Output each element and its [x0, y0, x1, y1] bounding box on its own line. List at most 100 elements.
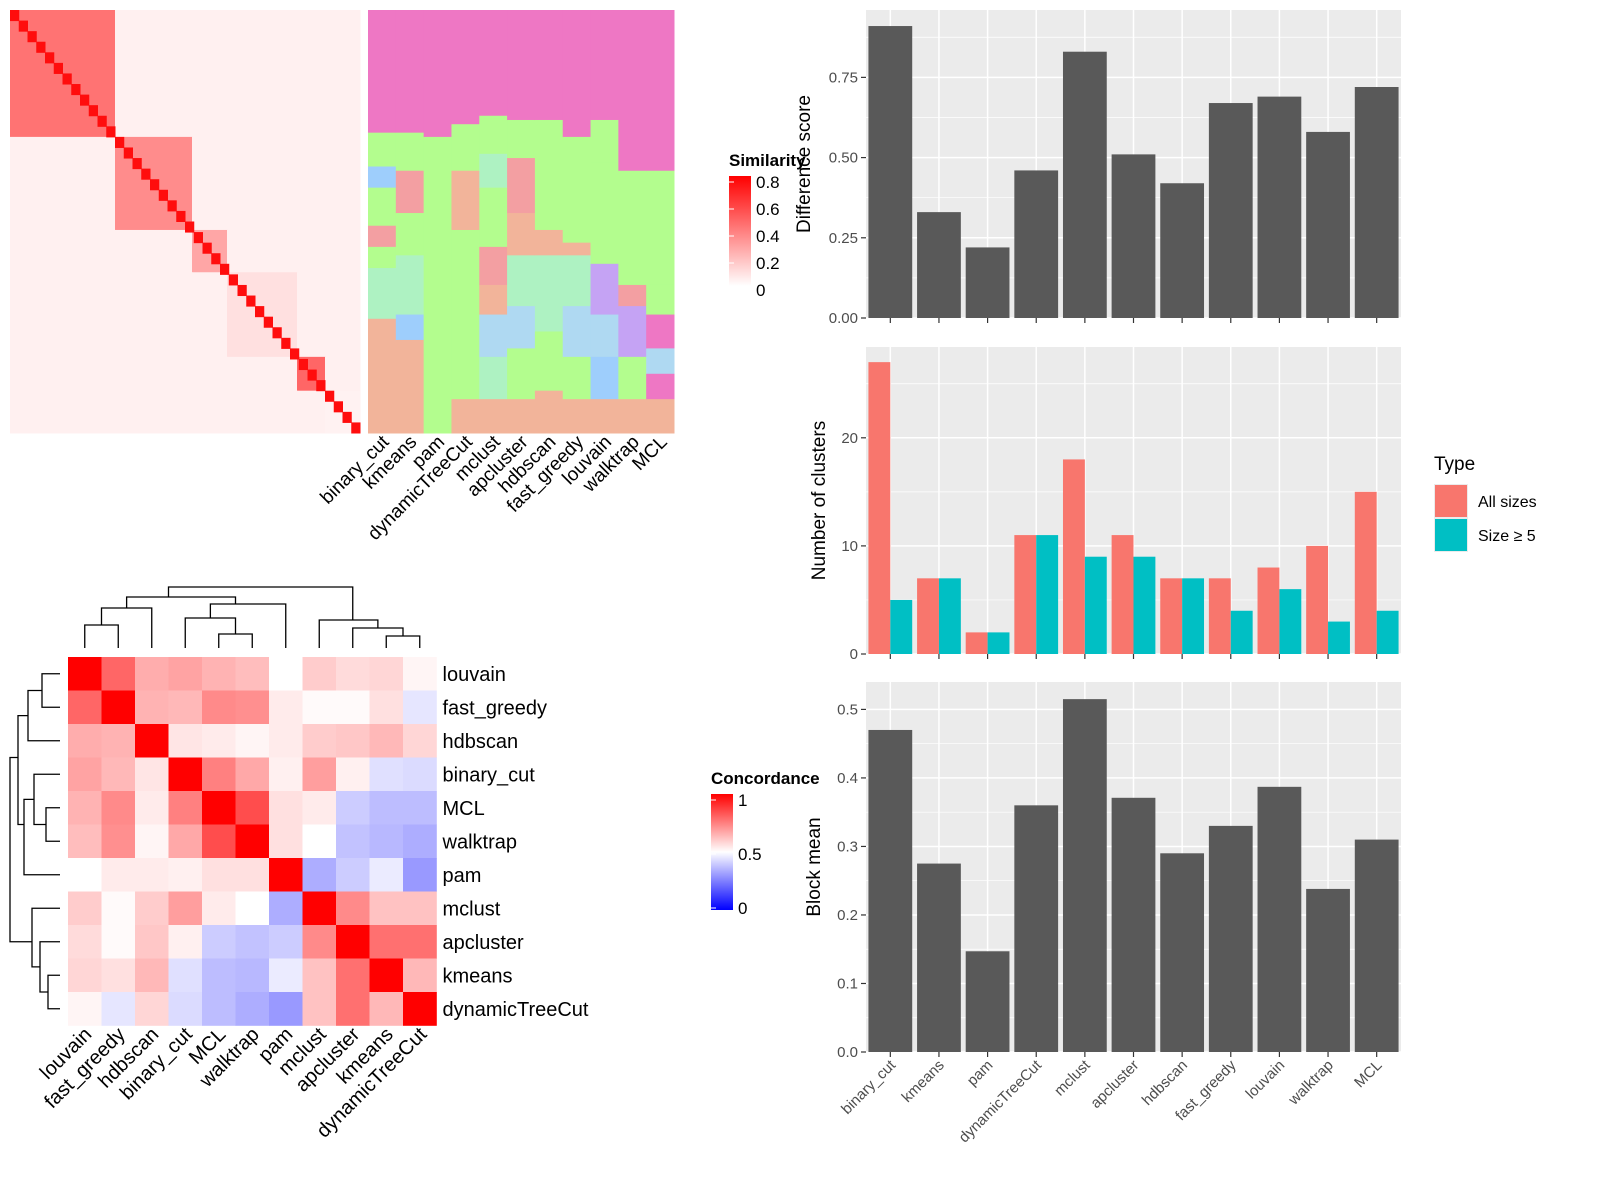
legend-key-label: Size ≥ 5: [1478, 528, 1536, 545]
annotation-cell: [534, 119, 564, 231]
concordance-cell: [68, 891, 102, 926]
annotation-cell: [395, 255, 425, 316]
concordance-cell: [202, 958, 236, 993]
similarity-block: [297, 229, 326, 273]
concordance-cell: [101, 824, 136, 859]
similarity-diagonal-cell: [307, 369, 317, 381]
annotation-cell: [646, 170, 675, 286]
annotation-cell: [368, 268, 397, 320]
concordance-cell: [68, 724, 102, 758]
similarity-block: [10, 136, 116, 231]
concordance-cell: [202, 925, 236, 959]
concordance-row-label: pam: [443, 865, 482, 887]
annotation-cell: [479, 246, 508, 286]
similarity-diagonal-cell: [211, 253, 221, 265]
y-tick-label: 0: [850, 646, 858, 663]
annotation-cell: [395, 170, 425, 214]
annotation-cell: [534, 390, 564, 434]
similarity-diagonal-cell: [88, 105, 98, 117]
bar-all-sizes: [1257, 567, 1280, 654]
concordance-cell: [336, 724, 370, 758]
bar-size-ge-5: [938, 578, 961, 654]
concordance-cell: [235, 858, 270, 892]
concordance-cell: [135, 958, 169, 993]
bar: [917, 212, 961, 318]
similarity-diagonal-cell: [18, 20, 28, 32]
y-tick-label: 0.3: [837, 838, 858, 855]
annotation-cell: [479, 153, 508, 189]
annotation-cell: [618, 399, 647, 434]
annotation-cell: [507, 399, 536, 434]
concordance-cell: [202, 858, 236, 892]
concordance-cell: [168, 992, 203, 1026]
bar: [965, 951, 1010, 1052]
similarity-diagonal-cell: [228, 274, 238, 286]
annotation-cell: [534, 229, 564, 256]
annotation-cell: [451, 229, 480, 400]
concordance-cell: [202, 657, 236, 691]
similarity-diagonal-cell: [62, 73, 72, 85]
bar-size-ge-5: [987, 632, 1010, 654]
annotation-cell: [451, 124, 480, 172]
similarity-block: [192, 10, 228, 138]
concordance-tick-label: 0: [738, 899, 747, 918]
difference-score-chart: 0.00 0.25 0.50 0.75 Difference score: [794, 10, 1401, 327]
annotation-cell: [507, 255, 536, 307]
similarity-block: [115, 272, 193, 358]
concordance-cell: [235, 891, 270, 926]
similarity-diagonal-cell: [106, 126, 116, 138]
concordance-cell: [269, 791, 303, 825]
concordance-cell: [302, 925, 337, 959]
similarity-block: [297, 390, 326, 434]
concordance-cell: [269, 992, 303, 1026]
bar-size-ge-5: [1230, 610, 1253, 654]
concordance-cell: [168, 925, 203, 959]
similarity-diagonal-cell: [298, 358, 308, 371]
annotation-cell: [646, 348, 675, 375]
similarity-diagonal-cell: [290, 348, 300, 360]
similarity-diagonal-cell: [141, 168, 151, 180]
concordance-cell: [403, 757, 437, 792]
x-tick-label: binary_cut: [838, 1056, 900, 1118]
concordance-cell: [101, 757, 136, 792]
annotation-cell: [507, 348, 536, 400]
annotation-cell: [368, 10, 397, 134]
concordance-cell: [302, 657, 337, 691]
concordance-cell: [135, 791, 169, 825]
bar-size-ge-5: [1182, 578, 1205, 654]
similarity-diagonal-cell: [316, 380, 326, 392]
similarity-diagonal-cell: [263, 316, 273, 328]
concordance-cell: [336, 791, 370, 825]
concordance-cell: [202, 891, 236, 926]
concordance-cell: [403, 958, 437, 993]
annotation-cell: [562, 10, 592, 138]
similarity-diagonal-cell: [255, 306, 265, 318]
similarity-block: [115, 229, 193, 273]
bar: [1208, 825, 1253, 1052]
similarity-diagonal-cell: [237, 284, 247, 297]
concordance-cell: [168, 657, 203, 691]
concordance-cell: [302, 958, 337, 993]
concordance-row-label: hdbscan: [443, 731, 519, 753]
y-axis-title: Number of clusters: [809, 421, 830, 580]
similarity-diagonal-cell: [333, 401, 343, 413]
annotation-cell: [646, 314, 675, 349]
concordance-cell: [369, 992, 404, 1026]
concordance-cell: [202, 724, 236, 758]
annotation-cell: [479, 356, 508, 400]
similarity-block: [192, 136, 228, 231]
concordance-cell: [302, 824, 337, 859]
concordance-cell: [269, 657, 303, 691]
concordance-cell: [168, 757, 203, 792]
concordance-cell: [302, 891, 337, 926]
concordance-tick-label: 0.5: [738, 845, 762, 864]
bar-size-ge-5: [890, 599, 913, 654]
annotation-cell: [590, 356, 619, 400]
annotation-cell: [368, 225, 397, 248]
annotation-cell: [479, 115, 508, 155]
annotation-cell: [646, 373, 675, 400]
concordance-cell: [135, 925, 169, 959]
column-dendrogram-branch: [167, 586, 354, 620]
row-dendrogram-branch: [17, 714, 28, 826]
concordance-cell: [168, 858, 203, 892]
